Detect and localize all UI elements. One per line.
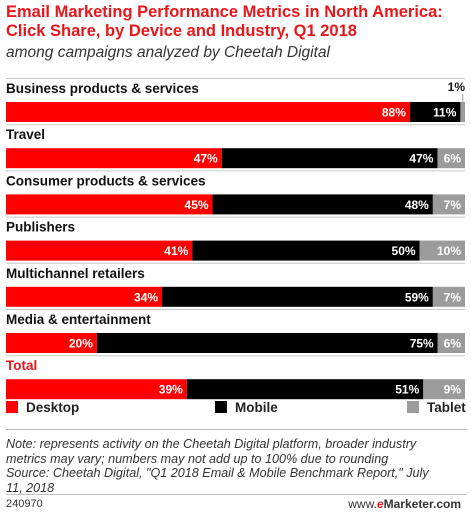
emarketer-brand: www.eMarketer.com (348, 497, 461, 511)
note-line-1: Note: represents activity on the Cheetah… (6, 437, 417, 451)
brand-prefix: www. (348, 497, 377, 511)
legend-label-tablet: Tablet (427, 399, 466, 415)
bar-segment-mobile (96, 333, 438, 353)
data-label-desktop: 34% (134, 290, 158, 304)
stacked-bar-chart: Business products & services 88% 11% 1% Trav… (6, 78, 466, 400)
note-line-2: metrics may vary; numbers may not add up… (6, 451, 389, 466)
data-label-mobile: 50% (392, 244, 416, 258)
legend-label-mobile: Mobile (235, 399, 278, 415)
data-label-desktop: 39% (159, 383, 183, 397)
data-label-mobile: 48% (405, 198, 429, 212)
legend-item-mobile: Mobile (215, 398, 278, 416)
data-label-desktop: 45% (185, 198, 209, 212)
category-label: Publishers (6, 220, 75, 235)
note-divider (6, 429, 467, 430)
bar-segment-mobile (409, 102, 461, 122)
category-label: Consumer products & services (6, 173, 206, 188)
chart-subtitle: among campaigns analyzed by Cheetah Digi… (6, 44, 330, 61)
bar-segment-mobile (162, 286, 433, 307)
data-label-tablet: 7% (444, 198, 462, 212)
legend-item-tablet: Tablet (407, 398, 466, 416)
bar-segment-desktop (6, 102, 410, 122)
bar-segment-tablet (432, 194, 465, 215)
data-label-mobile: 51% (395, 383, 419, 397)
legend-swatch-desktop (6, 401, 18, 413)
bar-segment-desktop (6, 333, 97, 353)
data-label-tablet: 1% (448, 80, 466, 94)
brand-e: e (376, 497, 384, 511)
bar-segment-mobile (221, 148, 438, 169)
source-line-1: Source: Cheetah Digital, "Q1 2018 Email … (6, 466, 429, 480)
bar-segment-tablet (432, 286, 465, 307)
bar-segment-tablet (419, 240, 465, 261)
bar-segment-desktop (6, 240, 193, 261)
bar-segment-desktop (6, 194, 213, 215)
source-line-2: 11, 2018 (6, 480, 55, 495)
bar-segment-tablet (437, 333, 465, 353)
chart-id: 240970 (6, 498, 43, 510)
category-label: Total (6, 358, 37, 373)
data-label-tablet: 6% (444, 337, 462, 351)
data-label-mobile: 11% (433, 106, 457, 120)
category-label: Media & entertainment (6, 312, 151, 327)
chart-note: Note: represents activity on the Cheetah… (6, 437, 468, 495)
legend-item-desktop: Desktop (6, 398, 79, 416)
data-label-tablet: 10% (437, 244, 461, 258)
bar-segment-desktop (6, 379, 187, 400)
chart-title: Email Marketing Performance Metrics in N… (6, 3, 443, 40)
data-label-desktop: 41% (164, 244, 188, 258)
data-label-mobile: 75% (410, 337, 434, 351)
legend-label-desktop: Desktop (26, 399, 80, 415)
bar-segment-mobile (186, 379, 424, 400)
legend-swatch-tablet (407, 401, 419, 413)
bar-segment-mobile (192, 240, 420, 261)
data-label-mobile: 47% (409, 152, 433, 166)
bar-segment-tablet (423, 379, 465, 400)
category-label: Business products & services (6, 81, 199, 96)
bar-segment-desktop (6, 148, 222, 169)
data-label-tablet: 6% (444, 152, 462, 166)
data-label-desktop: 47% (194, 152, 218, 166)
bar-segment-tablet (437, 148, 465, 169)
category-label: Multichannel retailers (6, 266, 145, 281)
footer-divider (6, 494, 467, 495)
legend-swatch-mobile (215, 401, 227, 413)
data-label-desktop: 88% (382, 106, 406, 120)
bar-segment-mobile (212, 194, 433, 215)
bar-segment-tablet (460, 102, 465, 122)
data-label-tablet: 7% (444, 290, 462, 304)
data-label-tablet: 9% (444, 383, 462, 397)
brand-name: Marketer.com (383, 497, 461, 511)
bar-segment-desktop (6, 286, 163, 307)
data-label-desktop: 20% (69, 337, 93, 351)
data-label-mobile: 59% (405, 290, 429, 304)
category-label: Travel (6, 127, 45, 142)
